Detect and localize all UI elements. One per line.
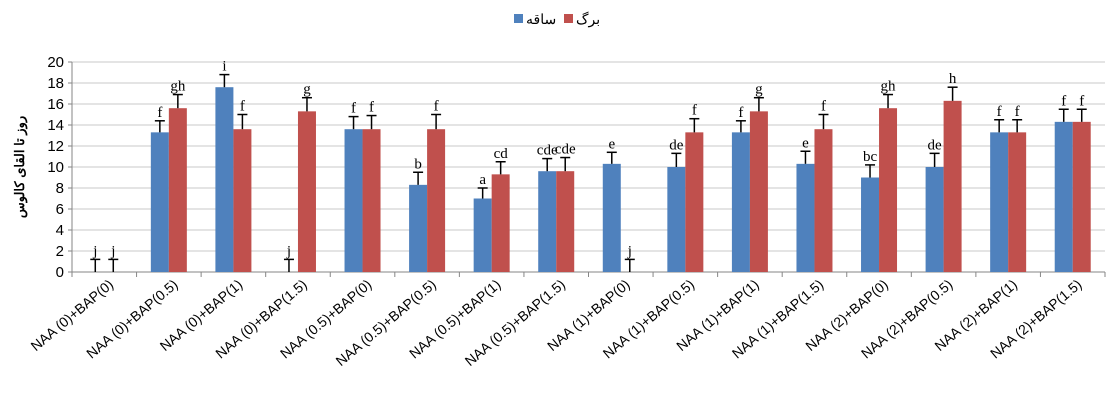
- significance-letter: gh: [170, 79, 186, 95]
- significance-letter: j: [286, 243, 291, 259]
- bar-leaf: [1008, 132, 1027, 272]
- legend: ساقه برگ: [514, 11, 600, 28]
- significance-letter: f: [240, 99, 245, 115]
- y-axis-title: روز تا القای کالوس: [12, 116, 28, 218]
- y-tick-label: 18: [47, 75, 64, 92]
- y-tick-label: 0: [56, 264, 64, 281]
- bar-stem: [731, 132, 750, 272]
- bar-stem: [990, 132, 1009, 272]
- significance-letter: f: [997, 104, 1002, 120]
- legend-label-stem: ساقه: [526, 11, 556, 27]
- significance-letter: j: [627, 243, 632, 259]
- significance-letter: f: [1061, 93, 1066, 109]
- y-tick-label: 2: [56, 243, 64, 260]
- significance-letter: j: [92, 243, 97, 259]
- bar-leaf: [233, 129, 252, 272]
- significance-letter: f: [351, 101, 356, 117]
- bar-leaf: [749, 111, 768, 272]
- significance-letter: bc: [863, 149, 878, 165]
- significance-letter: f: [821, 99, 826, 115]
- y-tick-label: 4: [56, 222, 64, 239]
- significance-letter: b: [414, 156, 422, 172]
- significance-letter: cd: [494, 146, 509, 162]
- significance-letter: j: [110, 243, 115, 259]
- significance-letter: g: [303, 82, 311, 98]
- significance-letter: f: [434, 99, 439, 115]
- significance-letter: cde: [537, 143, 558, 159]
- bar-leaf: [168, 108, 187, 272]
- y-tick-labels: 0 2 4 6 8 10 12 14 16 18 20: [47, 54, 72, 281]
- significance-letter: f: [369, 100, 374, 116]
- y-tick-label: 20: [47, 54, 64, 71]
- legend-swatch-leaf: [564, 14, 573, 23]
- y-tick-label: 12: [47, 138, 64, 155]
- significance-letter: f: [1015, 104, 1020, 120]
- bar-stem: [861, 177, 880, 272]
- y-tick-label: 16: [47, 96, 64, 113]
- bar-leaf: [362, 129, 381, 272]
- bar-stem: [796, 163, 815, 272]
- bar-stem: [409, 184, 428, 272]
- y-tick-label: 14: [47, 117, 64, 134]
- x-tick-labels: NAA (0)+BAP(0)NAA (0)+BAP(0.5)NAA (0)+BA…: [28, 276, 1085, 369]
- significance-letter: h: [949, 71, 957, 87]
- bar-stem: [473, 198, 492, 272]
- significance-letter: gh: [881, 79, 897, 95]
- y-tick-label: 10: [47, 159, 64, 176]
- bars: [150, 87, 1091, 272]
- bar-leaf: [685, 132, 704, 272]
- bar-leaf: [297, 111, 316, 272]
- bar-stem: [925, 167, 944, 272]
- bar-stem: [1054, 121, 1073, 272]
- significance-letter: cde: [555, 142, 576, 158]
- y-tick-label: 8: [56, 180, 64, 197]
- bar-leaf: [427, 129, 446, 272]
- significance-letter: f: [692, 103, 697, 119]
- bar-stem: [215, 87, 234, 272]
- y-tick-label: 6: [56, 201, 64, 218]
- bar-leaf: [556, 171, 575, 272]
- bar-leaf: [814, 129, 833, 272]
- bar-leaf: [879, 108, 898, 272]
- significance-letter: g: [755, 82, 763, 98]
- legend-label-leaf: برگ: [576, 11, 600, 28]
- significance-letter: f: [1079, 93, 1084, 109]
- bar-leaf: [1072, 121, 1091, 272]
- significance-letter: f: [738, 105, 743, 121]
- bar-stem: [150, 132, 169, 272]
- bar-leaf: [491, 174, 510, 272]
- significance-letter: de: [669, 137, 684, 153]
- bar-stem: [344, 129, 363, 272]
- significance-letter: e: [802, 135, 809, 151]
- significance-letter: a: [479, 172, 486, 188]
- legend-swatch-stem: [514, 14, 523, 23]
- significance-letter: e: [608, 136, 615, 152]
- bar-stem: [602, 163, 621, 272]
- bar-stem: [667, 167, 686, 272]
- significance-letter: i: [222, 59, 226, 75]
- bar-stem: [538, 171, 557, 272]
- significance-letter: f: [157, 105, 162, 121]
- bar-leaf: [943, 100, 962, 272]
- significance-letter: de: [928, 137, 943, 153]
- error-bars: [90, 73, 1087, 272]
